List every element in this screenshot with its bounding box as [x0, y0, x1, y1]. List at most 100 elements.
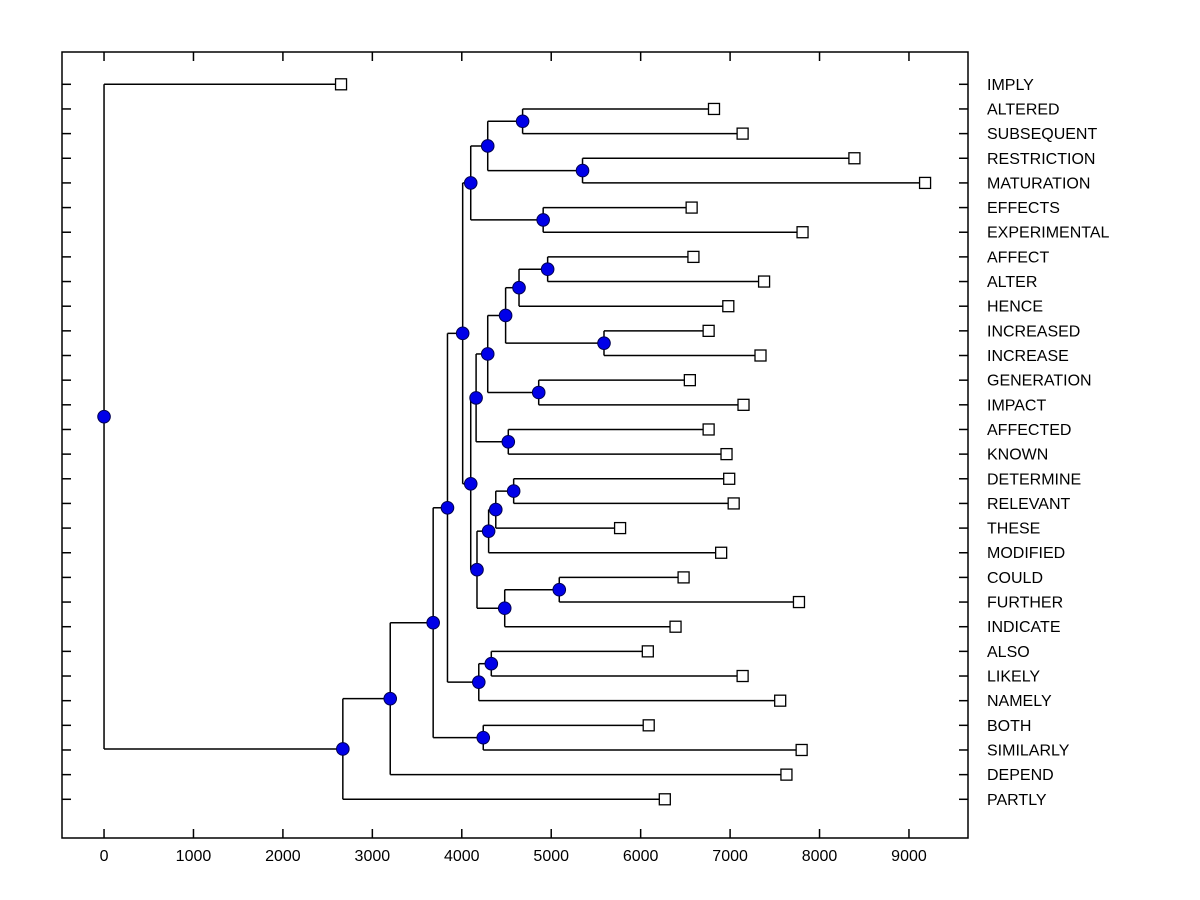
- internal-node-marker: [481, 524, 496, 538]
- leaf-label: BOTH: [987, 718, 1031, 735]
- leaf-label: SIMILARLY: [987, 742, 1070, 759]
- internal-node-marker: [455, 326, 470, 341]
- leaf-label: DETERMINE: [987, 471, 1081, 488]
- leaf-label: KNOWN: [987, 447, 1048, 464]
- internal-node-marker: [536, 213, 550, 227]
- leaf-label: DEPEND: [987, 767, 1054, 784]
- internal-node-marker: [463, 176, 478, 190]
- internal-node-marker: [501, 434, 516, 449]
- internal-node-marker: [488, 502, 503, 517]
- internal-node-marker: [484, 656, 499, 671]
- x-tick-label: 5000: [533, 848, 569, 865]
- x-tick-label: 6000: [623, 848, 659, 865]
- leaf-label: IMPLY: [987, 77, 1034, 94]
- internal-node-marker: [471, 675, 486, 689]
- x-tick-label: 3000: [355, 848, 391, 865]
- x-tick-label: 4000: [444, 848, 480, 865]
- internal-node-marker: [336, 742, 350, 756]
- leaf-marker: [613, 521, 627, 535]
- node-markers: [97, 78, 932, 806]
- leaf-label: EXPERIMENTAL: [987, 225, 1110, 242]
- leaf-marker: [774, 694, 787, 707]
- internal-node-marker: [383, 691, 398, 706]
- leaf-label: IMPACT: [987, 397, 1046, 414]
- leaf-marker: [795, 743, 808, 757]
- internal-node-marker: [480, 139, 495, 153]
- internal-node-marker: [506, 484, 521, 498]
- internal-node-marker: [480, 347, 495, 361]
- internal-node-marker: [426, 615, 440, 630]
- leaf-label: EFFECTS: [987, 200, 1060, 217]
- internal-node-marker: [470, 562, 484, 577]
- leaf-marker: [669, 620, 682, 633]
- leaf-label: FURTHER: [987, 595, 1063, 612]
- internal-node-marker: [469, 391, 483, 405]
- leaf-marker: [687, 250, 700, 264]
- leaf-marker: [641, 645, 654, 658]
- leaf-marker: [658, 793, 671, 806]
- x-tick-label: 0: [100, 848, 109, 865]
- leaf-marker: [715, 546, 728, 559]
- internal-node-marker: [498, 308, 513, 323]
- leaf-label: HENCE: [987, 299, 1043, 316]
- leaf-label: INCREASED: [987, 323, 1080, 340]
- x-tick-label: 7000: [712, 848, 748, 865]
- leaf-marker: [796, 226, 809, 239]
- leaf-label: RESTRICTION: [987, 151, 1095, 168]
- leaf-marker: [754, 349, 767, 362]
- leaf-marker: [642, 719, 655, 732]
- leaf-marker: [848, 152, 861, 165]
- internal-node-marker: [515, 114, 530, 129]
- leaf-marker: [683, 374, 696, 387]
- internal-node-marker: [440, 500, 455, 515]
- leaf-marker: [780, 768, 793, 781]
- leaf-marker: [736, 127, 749, 140]
- internal-node-marker: [597, 336, 611, 350]
- leaf-marker: [334, 78, 348, 91]
- leaf-label: MODIFIED: [987, 545, 1065, 562]
- leaf-marker: [702, 423, 715, 436]
- internal-node-marker: [531, 385, 546, 400]
- leaf-label: RELEVANT: [987, 496, 1071, 513]
- leaf-label: THESE: [987, 521, 1040, 538]
- leaf-marker: [720, 447, 733, 461]
- leaf-label: AFFECT: [987, 249, 1049, 266]
- leaf-label: AFFECTED: [987, 422, 1071, 439]
- leaf-marker: [727, 497, 740, 510]
- leaf-label: COULD: [987, 570, 1043, 587]
- internal-node-marker: [552, 582, 567, 597]
- x-tick-label: 2000: [265, 848, 301, 865]
- leaf-marker: [685, 201, 698, 214]
- leaf-label: SUBSEQUENT: [987, 126, 1097, 143]
- leaf-label: GENERATION: [987, 373, 1092, 390]
- internal-node-marker: [476, 730, 491, 745]
- leaf-label: NAMELY: [987, 693, 1052, 710]
- leaf-marker: [792, 595, 806, 609]
- leaf-label: PARTLY: [987, 792, 1047, 809]
- leaf-marker: [757, 275, 771, 288]
- x-tick-label: 1000: [176, 848, 212, 865]
- leaf-label: ALTERED: [987, 101, 1060, 118]
- leaf-marker: [737, 398, 750, 411]
- labels: 0 1000 2000 3000 4000 5000 6000 7000 8000 9000 IMP…: [100, 77, 1110, 865]
- leaf-label: ALSO: [987, 644, 1030, 661]
- internal-node-marker: [463, 476, 478, 491]
- leaf-label: INDICATE: [987, 619, 1060, 636]
- leaf-marker: [707, 102, 721, 116]
- internal-node-marker: [97, 409, 111, 424]
- leaf-label: ALTER: [987, 274, 1037, 291]
- plot-box: [61, 51, 969, 839]
- leaf-marker: [702, 324, 715, 338]
- leaf-marker: [677, 571, 690, 584]
- internal-node-marker: [575, 163, 590, 178]
- leaf-marker: [723, 472, 736, 485]
- internal-node-marker: [540, 262, 555, 277]
- leaf-marker: [736, 669, 749, 683]
- leaf-marker: [722, 300, 735, 313]
- tree-branches: [103, 83, 926, 801]
- leaf-label: LIKELY: [987, 669, 1040, 686]
- leaf-label: INCREASE: [987, 348, 1069, 365]
- axes-box: [61, 51, 969, 839]
